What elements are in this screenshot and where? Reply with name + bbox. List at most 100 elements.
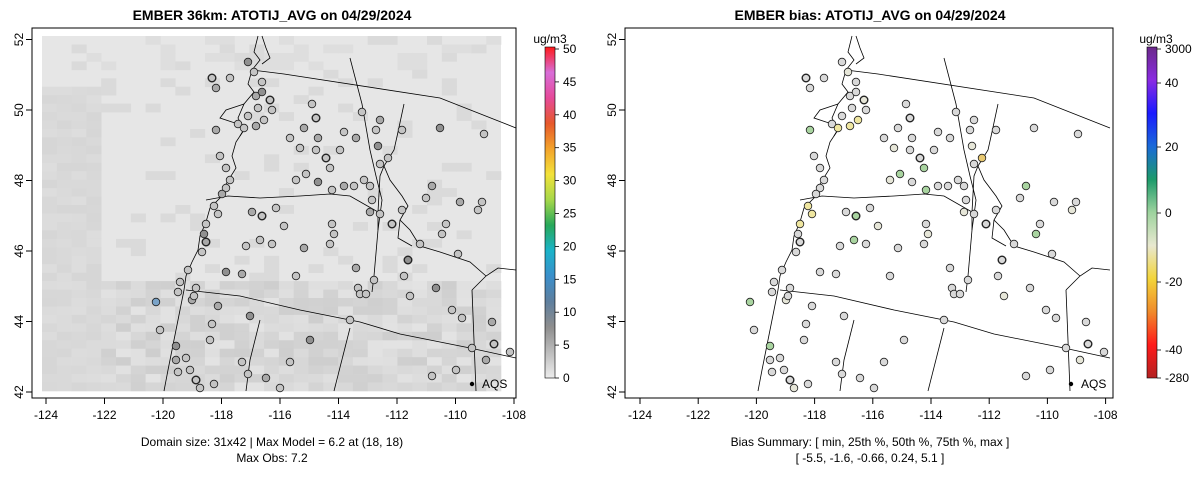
aqs-site-marker [789, 383, 799, 393]
aqs-site-marker [213, 301, 223, 311]
aqs-site-marker [387, 219, 397, 229]
model-cell [412, 281, 428, 290]
model-cell [71, 95, 87, 104]
aqs-site-marker [305, 335, 315, 345]
aqs-site-marker [239, 123, 249, 133]
model-cell [323, 289, 339, 299]
boundary-line [471, 267, 517, 291]
model-cell [204, 298, 220, 307]
model-cell [471, 340, 487, 350]
aqs-site-marker [267, 105, 277, 115]
model-cell [116, 331, 132, 341]
model-cell [367, 340, 383, 350]
left-sites [151, 57, 515, 393]
model-cell [160, 323, 176, 333]
model-cell [471, 382, 487, 392]
model-cell [456, 357, 472, 366]
model-cell [56, 331, 72, 341]
model-cell [382, 289, 398, 299]
model-cell [264, 306, 280, 316]
model-cell [190, 129, 206, 138]
model-cell [397, 340, 413, 350]
aqs-site-marker [801, 73, 811, 83]
model-cell [397, 289, 413, 299]
model-cell [219, 44, 235, 54]
model-cell [249, 323, 265, 333]
model-cell [116, 314, 132, 324]
boundary-line [839, 319, 855, 392]
aqs-site-marker [905, 145, 915, 155]
model-cell [264, 374, 280, 383]
model-cell [308, 357, 324, 366]
aqs-site-marker [249, 67, 259, 77]
model-cell [427, 196, 443, 206]
model-cell [219, 289, 235, 299]
model-cell [338, 78, 354, 88]
aqs-site-marker [879, 133, 889, 143]
model-cell [71, 196, 87, 206]
model-cell [42, 255, 58, 265]
model-cell [397, 331, 413, 341]
aqs-site-marker [261, 373, 271, 383]
model-cell [42, 264, 58, 273]
y-tick-label: 42 [12, 385, 26, 399]
model-cell [175, 365, 191, 375]
model-cell [71, 255, 87, 265]
x-tick-label: -124 [628, 408, 652, 422]
model-cell [160, 298, 176, 307]
model-cell [427, 331, 443, 341]
model-cell [367, 188, 383, 197]
aqs-site-marker [487, 317, 497, 327]
model-cell [338, 357, 354, 366]
model-cell [86, 340, 102, 350]
model-cell [352, 298, 368, 307]
aqs-site-marker [841, 207, 851, 217]
x-tick-label: -114 [919, 408, 942, 422]
model-cell [278, 374, 294, 383]
model-cell [264, 340, 280, 350]
model-cell [42, 272, 58, 282]
model-cell [234, 171, 250, 180]
aqs-site-marker [815, 163, 825, 173]
model-cell [471, 348, 487, 358]
aqs-site-marker [993, 271, 1003, 281]
model-cell [412, 357, 428, 366]
model-cell [352, 374, 368, 383]
aqs-site-marker [901, 99, 911, 109]
aqs-site-marker [375, 159, 385, 169]
model-cell [204, 331, 220, 341]
model-cell [71, 179, 87, 189]
model-cell [308, 365, 324, 375]
model-cell [219, 340, 235, 350]
model-cell [412, 306, 428, 316]
aqs-site-marker [1061, 343, 1071, 353]
model-cell [486, 281, 502, 290]
model-cell [116, 365, 132, 375]
model-cell [278, 331, 294, 341]
model-cell [412, 69, 428, 79]
model-cell [249, 314, 265, 324]
x-tick-label: -114 [327, 408, 350, 422]
model-cell [71, 238, 87, 248]
model-cell [471, 314, 487, 324]
model-cell [397, 382, 413, 392]
model-cell [190, 323, 206, 333]
aqs-site-marker [267, 239, 277, 249]
boundary-line [927, 327, 945, 392]
model-cell [190, 314, 206, 324]
model-cell [204, 238, 220, 248]
model-cell [190, 348, 206, 358]
model-cell [56, 272, 72, 282]
model-cell [56, 213, 72, 223]
model-cell [190, 222, 206, 231]
model-cell [338, 365, 354, 375]
model-cell [367, 348, 383, 358]
model-cell [234, 365, 250, 375]
model-cell [278, 112, 294, 121]
aqs-site-marker [427, 181, 437, 191]
aqs-site-marker [335, 145, 345, 155]
model-cell [412, 340, 428, 350]
model-cell [160, 44, 176, 54]
model-cell [249, 112, 265, 121]
model-cell [101, 78, 117, 88]
